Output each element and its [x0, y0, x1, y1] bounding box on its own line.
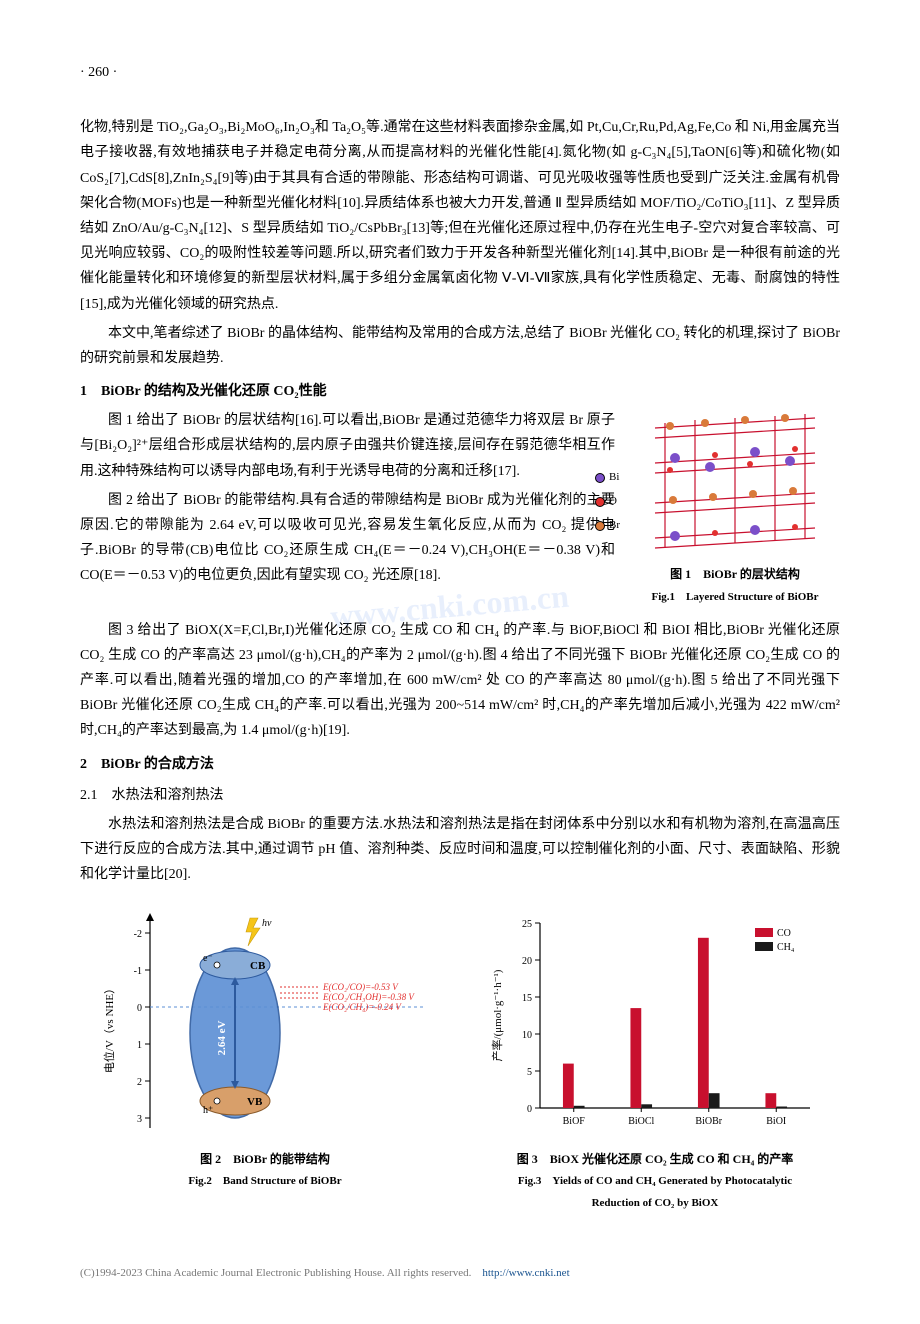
legend-br-icon [595, 521, 605, 531]
svg-text:20: 20 [522, 956, 532, 967]
figure-1-legend: Bi O Br [595, 468, 620, 539]
svg-text:hv: hv [262, 918, 272, 929]
svg-text:VB: VB [247, 1096, 263, 1108]
svg-text:产率/(μmol·g⁻¹·h⁻¹): 产率/(μmol·g⁻¹·h⁻¹) [490, 969, 504, 1061]
subsection-2-1-heading: 2.1 水热法和溶剂热法 [80, 783, 840, 808]
fig2-ylabel: 电位/V（vs NHE） [102, 982, 116, 1072]
figure-1-image: Bi O Br [645, 408, 825, 558]
svg-text:E(CO₂/CH₄)=-0.24 V: E(CO₂/CH₄)=-0.24 V [322, 1002, 402, 1012]
svg-text:5: 5 [527, 1067, 532, 1078]
legend-item-bi: Bi [595, 468, 620, 488]
figure-2: -2 -1 0 1 2 3 电位/V（vs NHE） CB e⁻ [80, 903, 450, 1214]
svg-text:BiOF: BiOF [563, 1116, 586, 1127]
svg-text:BiOI: BiOI [766, 1116, 786, 1127]
svg-text:CO: CO [777, 928, 791, 939]
legend-o-icon [595, 497, 605, 507]
footer-text: (C)1994-2023 China Academic Journal Elec… [80, 1267, 471, 1279]
svg-text:25: 25 [522, 919, 532, 930]
legend-br-label: Br [609, 516, 620, 536]
section-2-p1: 水热法和溶剂热法是合成 BiOBr 的重要方法.水热法和溶剂热法是指在封闭体系中… [80, 812, 840, 888]
footer-link[interactable]: http://www.cnki.net [482, 1267, 569, 1279]
svg-text:0: 0 [137, 1003, 142, 1014]
svg-text:2.64 eV: 2.64 eV [216, 1020, 228, 1055]
svg-text:1: 1 [137, 1040, 142, 1051]
legend-o-label: O [609, 492, 617, 512]
svg-text:15: 15 [522, 993, 532, 1004]
figure-2-caption-en: Fig.2 Band Structure of BiOBr [80, 1172, 450, 1192]
legend-item-br: Br [595, 516, 620, 536]
paragraph-1: 化物,特别是 TiO₂,Ga₂O₃,Bi₂MoO₆,In₂O₃和 Ta₂O₅等.… [80, 115, 840, 317]
svg-text:h⁺: h⁺ [203, 1105, 213, 1116]
figure-3-caption-en: Fig.3 Yields of CO and CH₄ Generated by … [470, 1172, 840, 1192]
svg-text:2: 2 [137, 1077, 142, 1088]
figure-1-caption-cn: 图 1 BiOBr 的层状结构 [630, 564, 840, 586]
figure-3-caption-cn: 图 3 BiOX 光催化还原 CO₂ 生成 CO 和 CH₄ 的产率 [470, 1149, 840, 1171]
section-1-p3: 图 3 给出了 BiOX(X=F,Cl,Br,I)光催化还原 CO₂ 生成 CO… [80, 618, 840, 744]
figure-1-caption-en: Fig.1 Layered Structure of BiOBr [630, 588, 840, 608]
svg-text:BiOCl: BiOCl [628, 1116, 654, 1127]
footer: (C)1994-2023 China Academic Journal Elec… [80, 1264, 840, 1284]
svg-text:E(CO₂/CO)=-0.53 V: E(CO₂/CO)=-0.53 V [322, 982, 399, 992]
svg-text:E(CO₂/CH₃OH)=-0.38 V: E(CO₂/CH₃OH)=-0.38 V [322, 992, 415, 1002]
figure-1: Bi O Br [630, 408, 840, 607]
svg-text:0: 0 [527, 1104, 532, 1115]
legend-item-o: O [595, 492, 620, 512]
legend-bi-label: Bi [609, 468, 619, 488]
svg-text:e⁻: e⁻ [203, 953, 213, 964]
figure-3: 0 5 10 15 20 25 产率/(μmol·g⁻¹·h⁻¹) BiOF BiOCl BiOB… [470, 903, 840, 1214]
svg-text:10: 10 [522, 1030, 532, 1041]
figure-2-caption-cn: 图 2 BiOBr 的能带结构 [80, 1149, 450, 1171]
figure-3-image: 0 5 10 15 20 25 产率/(μmol·g⁻¹·h⁻¹) BiOF BiOCl BiOB… [485, 903, 825, 1143]
figure-2-image: -2 -1 0 1 2 3 电位/V（vs NHE） CB e⁻ [95, 903, 435, 1143]
page-number: · 260 · [80, 60, 840, 85]
section-2-heading: 2 BiOBr 的合成方法 [80, 752, 840, 777]
figures-row: -2 -1 0 1 2 3 电位/V（vs NHE） CB e⁻ [80, 903, 840, 1214]
svg-text:3: 3 [137, 1114, 142, 1125]
legend-bi-icon [595, 473, 605, 483]
svg-text:CH₄: CH₄ [777, 942, 795, 953]
svg-text:BiOBr: BiOBr [695, 1116, 722, 1127]
svg-text:CB: CB [250, 960, 266, 972]
band-structure-svg: -2 -1 0 1 2 3 电位/V（vs NHE） CB e⁻ [95, 903, 435, 1143]
svg-text:-2: -2 [134, 929, 142, 940]
svg-text:-1: -1 [134, 966, 142, 977]
paragraph-2: 本文中,笔者综述了 BiOBr 的晶体结构、能带结构及常用的合成方法,总结了 B… [80, 321, 840, 371]
crystal-structure-svg [645, 408, 825, 558]
section-1-heading: 1 BiOBr 的结构及光催化还原 CO₂性能 [80, 379, 840, 404]
figure-3-caption-en2: Reduction of CO₂ by BiOX [470, 1194, 840, 1214]
bar-chart-svg: 0 5 10 15 20 25 产率/(μmol·g⁻¹·h⁻¹) BiOF BiOCl BiOB… [485, 903, 825, 1143]
